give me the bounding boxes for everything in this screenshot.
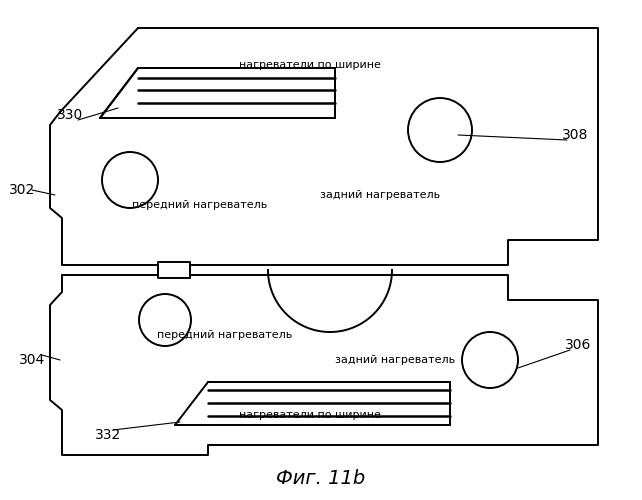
Text: задний нагреватель: задний нагреватель [320,190,440,200]
Text: 332: 332 [95,428,121,442]
Text: нагреватели по ширине: нагреватели по ширине [239,60,381,70]
Text: 308: 308 [562,128,588,142]
Text: передний нагреватель: передний нагреватель [132,200,268,210]
Text: задний нагреватель: задний нагреватель [335,355,455,365]
Text: 302: 302 [9,183,35,197]
Text: нагреватели по ширине: нагреватели по ширине [239,410,381,420]
Text: передний нагреватель: передний нагреватель [157,330,293,340]
Text: 330: 330 [57,108,83,122]
Text: Фиг. 11b: Фиг. 11b [276,468,366,487]
Text: 304: 304 [19,353,45,367]
Text: 306: 306 [565,338,591,352]
